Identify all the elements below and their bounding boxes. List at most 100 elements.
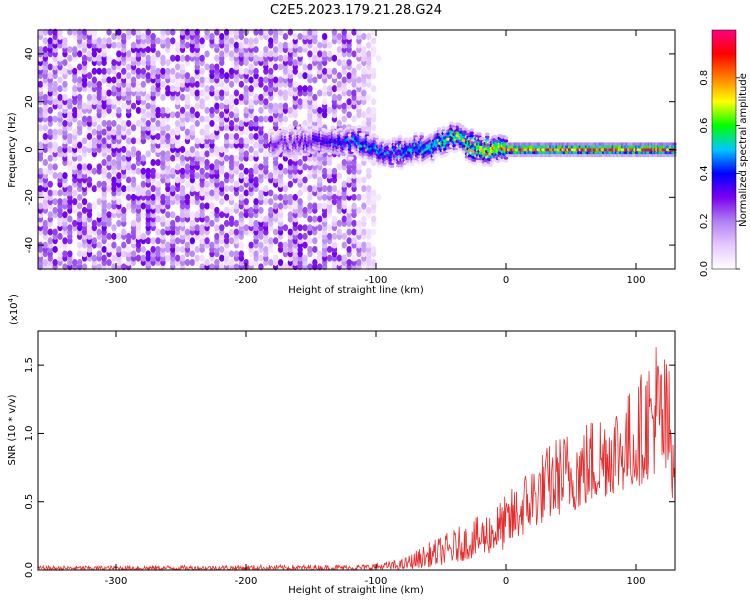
signal-cell <box>286 152 292 156</box>
heatmap-cell <box>57 76 63 84</box>
heatmap-cell <box>81 137 88 145</box>
heatmap-cell <box>47 154 53 162</box>
heatmap-cell <box>223 72 230 80</box>
heatmap-cell <box>297 159 303 167</box>
heatmap-cell <box>214 115 220 123</box>
heatmap-cell <box>101 180 107 188</box>
heatmap-cell <box>130 124 137 132</box>
heatmap-cell <box>194 80 200 88</box>
heatmap-cell <box>86 115 93 123</box>
heatmap-cell <box>72 189 78 197</box>
signal-cell <box>453 149 459 153</box>
heatmap-cell <box>351 115 357 123</box>
signal-cell <box>341 152 346 157</box>
heatmap-cell <box>199 137 205 145</box>
heatmap-cell <box>47 180 53 188</box>
heatmap-cell <box>370 37 377 45</box>
heatmap-cell <box>228 111 235 119</box>
heatmap-cell <box>238 172 245 180</box>
heatmap-cell <box>204 180 210 188</box>
heatmap-cell <box>228 154 235 162</box>
heatmap-cell <box>233 106 240 114</box>
heatmap-cell <box>91 137 98 145</box>
signal-cell <box>672 142 677 146</box>
heatmap-cell <box>189 211 196 219</box>
heatmap-cell <box>351 254 357 262</box>
snr-y-scale: (x104) <box>7 294 20 325</box>
heatmap-cell <box>189 250 196 258</box>
heatmap-cell <box>91 128 98 136</box>
heatmap-cell <box>179 146 186 153</box>
heatmap-cell <box>263 185 269 193</box>
heatmap-cell <box>331 167 338 175</box>
heatmap-cell <box>366 228 372 236</box>
heatmap-cell <box>253 54 259 62</box>
heatmap-cell <box>243 150 249 158</box>
heatmap-cell <box>321 67 328 75</box>
heatmap-cell <box>209 119 215 127</box>
heatmap-cell <box>52 98 58 106</box>
signal-cell <box>477 132 482 136</box>
signal-cell <box>450 122 456 126</box>
heatmap-cell <box>52 141 58 149</box>
heatmap-cell <box>140 167 147 175</box>
heatmap-cell <box>233 132 240 140</box>
heatmap-cell <box>321 202 328 210</box>
heatmap-cell <box>150 193 156 201</box>
x-tick-label: -300 <box>105 275 128 286</box>
heatmap-cell <box>42 259 49 266</box>
heatmap-cell <box>282 89 289 97</box>
heatmap-cell <box>165 59 171 67</box>
heatmap-cell <box>184 54 191 62</box>
signal-cell <box>330 125 336 129</box>
heatmap-cell <box>76 163 83 171</box>
heatmap-cell <box>209 163 215 171</box>
heatmap-cell <box>228 185 235 193</box>
heatmap-cell <box>268 37 274 45</box>
heatmap-cell <box>106 76 112 84</box>
heatmap-cell <box>184 259 191 266</box>
heatmap-cell <box>317 224 323 232</box>
heatmap-cell <box>341 59 347 67</box>
heatmap-cell <box>366 206 372 214</box>
heatmap-cell <box>361 46 367 54</box>
heatmap-cell <box>346 72 352 80</box>
heatmap-cell <box>253 150 259 158</box>
heatmap-cell <box>223 98 230 106</box>
heatmap-cell <box>204 85 210 93</box>
heatmap-cell <box>67 54 73 62</box>
heatmap-cell <box>233 202 240 210</box>
heatmap-cell <box>302 176 308 184</box>
heatmap-cell <box>317 41 323 49</box>
heatmap-cell <box>228 237 235 245</box>
heatmap-cell <box>263 98 269 106</box>
heatmap-cell <box>214 259 220 266</box>
heatmap-cell <box>96 124 102 132</box>
heatmap-cell <box>287 106 294 114</box>
heatmap-cell <box>135 254 142 262</box>
heatmap-cell <box>268 189 274 197</box>
signal-cell <box>503 159 509 163</box>
signal-cell <box>377 164 382 168</box>
heatmap-cell <box>62 172 68 180</box>
heatmap-cell <box>174 63 181 71</box>
heatmap-cell <box>312 54 318 62</box>
signal-cell <box>485 135 490 139</box>
heatmap-cell <box>37 46 44 54</box>
heatmap-cell <box>37 124 44 132</box>
heatmap-cell <box>361 193 367 201</box>
heatmap-cell <box>302 154 308 162</box>
heatmap-cell <box>238 93 245 101</box>
heatmap-cell <box>366 185 372 193</box>
heatmap-cell <box>170 128 176 136</box>
heatmap-cell <box>174 72 181 80</box>
heatmap-cell <box>42 167 49 175</box>
heatmap-cell <box>165 85 171 93</box>
signal-cell <box>374 134 379 139</box>
heatmap-cell <box>297 46 303 54</box>
heatmap-cell <box>292 33 298 40</box>
heatmap-cell <box>170 111 176 119</box>
heatmap-cell <box>370 228 377 236</box>
heatmap-cell <box>155 245 161 253</box>
heatmap-cell <box>67 98 73 106</box>
